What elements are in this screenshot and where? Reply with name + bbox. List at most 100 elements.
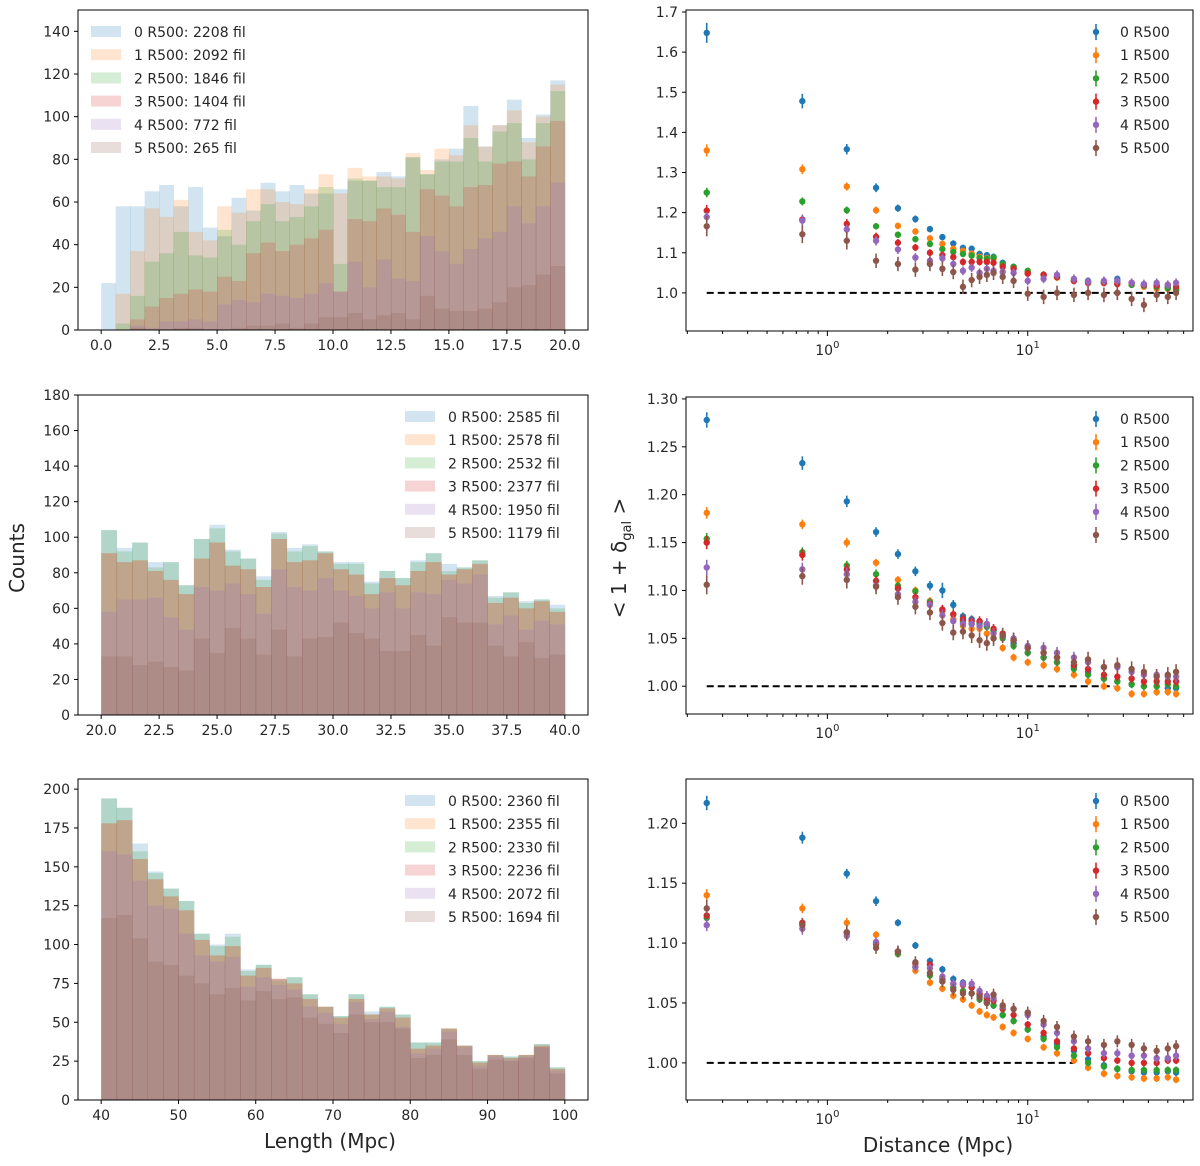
histogram-bar xyxy=(363,581,380,715)
data-point xyxy=(1084,656,1092,663)
histogram-bar xyxy=(549,611,566,715)
histogram-bar xyxy=(441,574,458,715)
histogram-bar xyxy=(361,176,377,330)
histogram-bar xyxy=(379,1022,396,1100)
histogram-bar xyxy=(188,231,204,330)
histogram-series-1 xyxy=(101,539,566,715)
histogram-bar xyxy=(487,1054,504,1100)
histogram-bar xyxy=(163,562,179,715)
histogram-bar xyxy=(116,807,133,1100)
histogram-bar xyxy=(302,546,318,715)
y-tick-label: 1.10 xyxy=(647,583,678,599)
histogram-bar xyxy=(410,635,427,715)
data-point xyxy=(872,528,880,536)
histogram-bar xyxy=(159,216,175,330)
histogram-bar xyxy=(188,327,204,330)
histogram-bar xyxy=(224,551,241,715)
legend-label: 5 R500 xyxy=(1120,528,1170,544)
histogram-bar xyxy=(348,633,365,715)
histogram-bar xyxy=(209,994,226,1100)
histogram-bar xyxy=(441,1028,458,1100)
histogram-bar xyxy=(188,319,204,330)
histogram-bar xyxy=(246,302,261,330)
data-point xyxy=(968,276,975,284)
data-point xyxy=(703,921,710,929)
histogram-bar xyxy=(193,539,210,715)
data-point xyxy=(1164,688,1171,696)
histogram-bar xyxy=(240,975,257,1100)
y-tick-label: 100 xyxy=(43,938,70,954)
histogram-bar xyxy=(492,125,508,330)
histogram-bar xyxy=(317,1023,334,1100)
y-axis: 0 20 40 60 80 100 120 140 xyxy=(43,24,78,339)
data-point xyxy=(959,628,967,635)
histogram-bar xyxy=(487,1059,504,1100)
legend-marker xyxy=(1092,98,1100,105)
histogram-bar xyxy=(425,594,442,715)
histogram-bar xyxy=(333,622,349,715)
legend-marker xyxy=(1092,75,1100,82)
histogram-bar xyxy=(101,553,118,715)
data-point xyxy=(1024,1026,1031,1033)
histogram-bar xyxy=(231,244,247,330)
legend-swatch xyxy=(91,26,121,37)
histogram-bar xyxy=(147,905,164,1100)
data-point xyxy=(872,931,880,938)
histogram-bar xyxy=(472,1062,488,1100)
data-point xyxy=(976,273,983,281)
data-point xyxy=(1040,275,1047,283)
data-point xyxy=(999,632,1006,639)
data-point xyxy=(1128,690,1135,698)
data-point xyxy=(1040,1017,1047,1025)
histogram-bar xyxy=(419,189,435,330)
data-point xyxy=(703,416,710,424)
data-point xyxy=(968,258,975,266)
data-point xyxy=(1024,1035,1031,1043)
histogram-bar xyxy=(441,571,458,715)
legend-label: 1 R500 xyxy=(1120,817,1170,833)
y-tick-label: 125 xyxy=(43,899,70,915)
legend-item: 4 R500: 1950 fil xyxy=(405,503,560,519)
errorbar-series-1 xyxy=(703,889,1180,1084)
histogram-bar xyxy=(101,611,118,715)
histogram-bar xyxy=(549,1070,566,1100)
histogram-bar xyxy=(255,587,272,715)
histogram-bar xyxy=(275,251,290,330)
histogram-bar xyxy=(434,159,450,330)
histogram-bar xyxy=(477,161,493,330)
x-axis: 100 101 xyxy=(686,1100,1185,1128)
histogram-bar xyxy=(394,1017,411,1100)
histogram-bar xyxy=(130,325,146,330)
histogram-bar xyxy=(333,1016,349,1100)
data-point xyxy=(959,283,967,291)
y-tick-label: 1.3 xyxy=(656,166,678,182)
data-point xyxy=(1070,1033,1078,1040)
histogram-bar xyxy=(115,206,131,330)
data-point xyxy=(1140,280,1148,288)
histogram-bar xyxy=(271,998,288,1100)
histogram-bar xyxy=(410,562,427,715)
x-tick-label: 101 xyxy=(1016,1109,1040,1128)
y-tick-label: 1.10 xyxy=(647,936,678,952)
data-point xyxy=(1114,1057,1121,1064)
histogram-bar xyxy=(379,571,396,715)
data-point xyxy=(939,240,946,248)
histogram-bar xyxy=(255,654,272,715)
histogram-bar xyxy=(363,638,380,715)
histogram-series-3 xyxy=(101,820,566,1100)
histogram-series-5 xyxy=(101,915,566,1100)
data-point xyxy=(1040,1029,1047,1037)
histogram-bar xyxy=(550,120,566,330)
data-point xyxy=(983,639,991,647)
legend-label: 4 R500: 772 fil xyxy=(134,118,237,134)
histogram-bar xyxy=(302,994,318,1100)
histogram-bar xyxy=(379,592,396,715)
legend-item: 1 R500: 2092 fil xyxy=(91,48,246,64)
histogram-bar xyxy=(271,980,288,1100)
histogram-bar xyxy=(405,231,421,330)
histogram-bar xyxy=(224,549,241,715)
data-point xyxy=(976,258,983,266)
legend-item: 3 R500: 2377 fil xyxy=(405,480,560,496)
histogram-series-2 xyxy=(101,528,566,715)
histogram-bar xyxy=(549,1067,566,1100)
